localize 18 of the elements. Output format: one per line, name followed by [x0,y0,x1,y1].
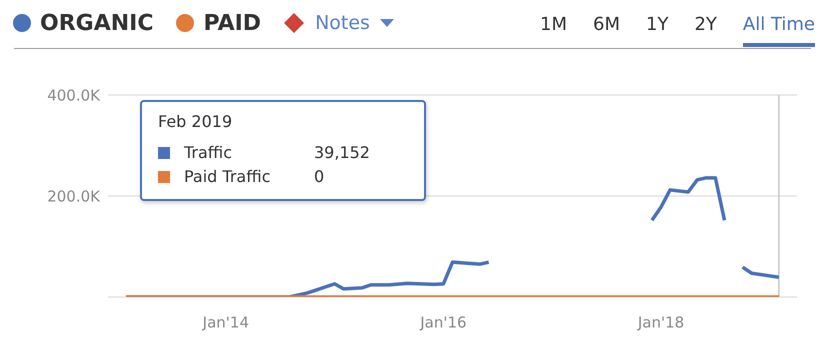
y-tick-label: 400.0K [47,86,102,104]
annotation: Paid Traffic [184,166,272,188]
annotation: 0 [314,166,324,188]
x-tick-label: Jan'14 [202,314,250,332]
y-tick-label: 200.0K [47,187,102,206]
text: 1M [540,13,568,37]
legend-label: ORGANIC [40,10,154,36]
x-tick-label: Jan'16 [419,314,467,332]
text: All Time [742,12,815,47]
x-tick-label: Jan'18 [636,314,684,332]
text: 6M [593,13,620,37]
annotation: Feb 2019 [158,112,234,131]
annotation: Traffic [184,142,234,164]
annotation: 39,152 [314,142,370,164]
text: 2Y [694,13,717,37]
text: Notes [315,12,370,34]
legend-label: PAID [203,10,262,36]
text: 1Y [646,13,668,37]
